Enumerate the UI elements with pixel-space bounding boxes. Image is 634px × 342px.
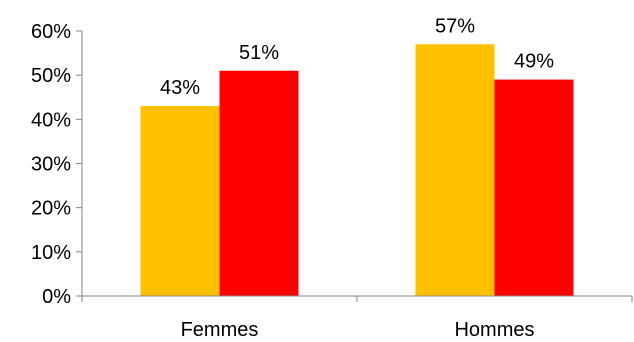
x-category-label: Hommes bbox=[454, 319, 534, 341]
bar-femmes-series-1 bbox=[140, 106, 220, 296]
bar-hommes-series-2 bbox=[494, 79, 574, 296]
data-label: 57% bbox=[435, 15, 475, 37]
y-tick-label: 20% bbox=[31, 198, 71, 220]
x-axis-ticks bbox=[81, 296, 633, 302]
x-category-label: Femmes bbox=[181, 319, 259, 341]
y-axis-ticks: 0% 10% 20% 30% 40% 50% 60% bbox=[31, 21, 82, 308]
data-labels: 43% 51% 57% 49% bbox=[160, 15, 554, 99]
y-tick-label: 50% bbox=[31, 65, 71, 87]
y-tick-label: 60% bbox=[31, 21, 71, 43]
bar-hommes-series-1 bbox=[415, 44, 495, 296]
data-label: 43% bbox=[160, 77, 200, 99]
y-tick-label: 10% bbox=[31, 242, 71, 264]
x-axis-labels: Femmes Hommes bbox=[181, 319, 535, 341]
data-label: 51% bbox=[239, 42, 279, 64]
y-tick-label: 40% bbox=[31, 109, 71, 131]
y-tick-label: 0% bbox=[42, 286, 71, 308]
data-label: 49% bbox=[514, 51, 554, 73]
y-tick-label: 30% bbox=[31, 154, 71, 176]
bars bbox=[140, 44, 574, 296]
bar-femmes-series-2 bbox=[219, 70, 299, 296]
